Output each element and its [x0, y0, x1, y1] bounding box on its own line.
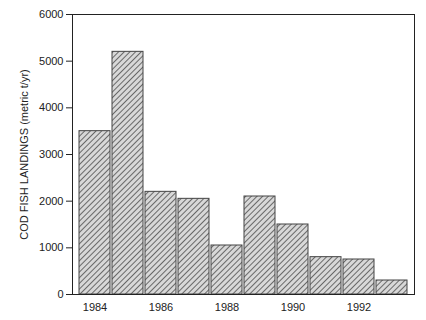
- svg-text:COD FISH LANDINGS (metric t/yr: COD FISH LANDINGS (metric t/yr): [18, 69, 30, 240]
- svg-text:1984: 1984: [83, 301, 107, 313]
- svg-text:6000: 6000: [39, 8, 63, 20]
- svg-text:4000: 4000: [39, 101, 63, 113]
- svg-text:2000: 2000: [39, 195, 63, 207]
- svg-text:1990: 1990: [281, 301, 305, 313]
- svg-text:1992: 1992: [347, 301, 371, 313]
- svg-text:1000: 1000: [39, 241, 63, 253]
- svg-text:3000: 3000: [39, 148, 63, 160]
- svg-text:1988: 1988: [215, 301, 239, 313]
- svg-text:5000: 5000: [39, 55, 63, 67]
- svg-text:0: 0: [57, 288, 63, 300]
- svg-text:1986: 1986: [149, 301, 173, 313]
